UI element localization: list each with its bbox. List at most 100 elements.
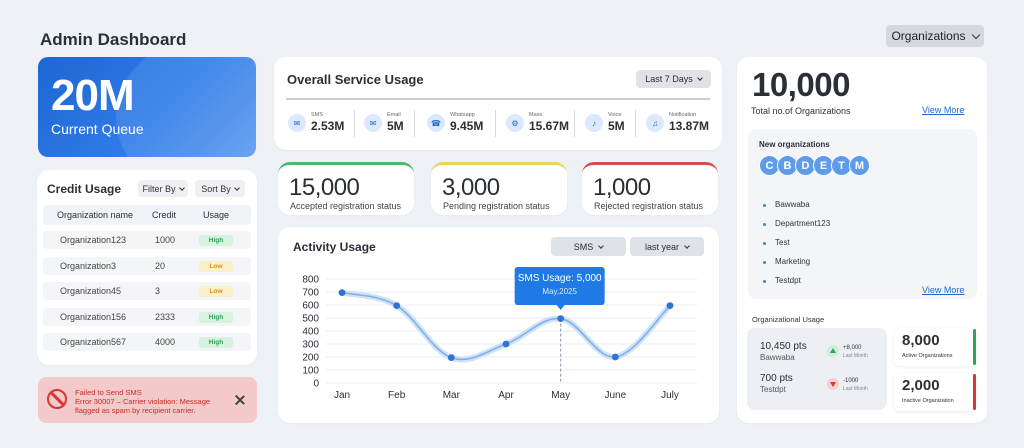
y-tick-label: 600 [302, 301, 319, 312]
service-usage-title: Overall Service Usage [287, 72, 424, 87]
bell-icon: ♫ [646, 114, 664, 132]
x-tick-label: May [551, 390, 570, 401]
usage-change: -1000 [843, 378, 859, 384]
table-row[interactable]: Organization45 3 Low [43, 282, 251, 300]
org-name: Organization123 [60, 235, 127, 245]
credit-value: 2333 [155, 312, 176, 322]
registration-label: Accepted registration status [290, 201, 402, 211]
range-label: last year [644, 241, 679, 252]
period-dropdown[interactable]: Last 7 Days [636, 70, 711, 88]
total-organizations-label: Total no.of Organizations [751, 106, 851, 116]
range-select[interactable]: last year [630, 237, 704, 256]
inactive-organizations-card: 2,000 Inactive Organization [894, 373, 976, 411]
y-tick-label: 200 [302, 353, 319, 364]
x-tick-label: Apr [498, 390, 514, 401]
y-tick-label: 500 [302, 314, 319, 325]
service-name: Voice [608, 112, 622, 118]
separator [354, 110, 355, 137]
organizations-dropdown[interactable]: Organizations [886, 25, 984, 47]
registration-value: 1,000 [593, 174, 651, 201]
data-point[interactable] [611, 353, 619, 361]
org-avatar[interactable]: C [759, 155, 780, 176]
credit-value: 4000 [155, 337, 176, 347]
filter-by-button[interactable]: Filter By [138, 180, 188, 197]
total-organizations-value: 10,000 [752, 66, 850, 103]
y-tick-label: 400 [302, 327, 319, 338]
service-name: Whatsapp [450, 112, 475, 118]
bullet-dot [763, 261, 766, 264]
sort-by-label: Sort By [201, 183, 231, 194]
list-item[interactable]: Department123 [775, 219, 831, 228]
x-tick-label: Mar [443, 390, 461, 401]
activity-line-chart: 0 100 200 300 400 500 600 700 800 Jan Feb Mar Apr May… [302, 267, 697, 401]
y-tick-label: 300 [302, 340, 319, 351]
org-name: Organization156 [60, 312, 127, 322]
usage-points: 10,450 pts [760, 341, 807, 352]
usage-badge: Low [199, 261, 233, 272]
data-point[interactable] [447, 354, 455, 362]
usage-badge: High [199, 235, 233, 246]
separator [414, 110, 415, 137]
y-tick-label: 800 [302, 275, 319, 286]
error-message-line2: flagged as spam by recipient carrier. [75, 406, 196, 415]
column-header: Usage [203, 210, 230, 220]
registration-label: Pending registration status [443, 201, 550, 211]
bullet-dot [763, 204, 766, 207]
service-name: Notification [669, 112, 697, 118]
data-point[interactable] [502, 340, 510, 348]
active-organizations-value: 8,000 [902, 332, 940, 349]
data-point[interactable] [557, 315, 565, 323]
divider [286, 98, 710, 100]
tooltip-title: SMS Usage: 5,000 [518, 273, 602, 284]
close-icon[interactable] [235, 395, 245, 405]
org-avatar[interactable]: M [849, 155, 870, 176]
column-header: Credit [152, 210, 177, 220]
separator [574, 110, 575, 137]
inactive-organizations-label: Inactive Organization [902, 398, 954, 404]
sort-by-button[interactable]: Sort By [195, 180, 245, 197]
tooltip-box [514, 267, 605, 305]
period-label: Last 7 Days [645, 74, 693, 84]
data-point[interactable] [393, 302, 401, 310]
chevron-down-icon [233, 184, 240, 191]
chevron-down-icon [971, 30, 980, 39]
current-queue-card: 20M Current Queue [38, 57, 256, 157]
credit-table-header: Organization name Credit Usage [43, 205, 251, 225]
table-row[interactable]: Organization123 1000 High [43, 231, 251, 249]
queue-label: Current Queue [51, 121, 144, 137]
data-point[interactable] [338, 289, 346, 297]
error-toast: Failed to Send SMS Error 30007 – Carrier… [38, 377, 257, 423]
registration-value: 15,000 [289, 174, 360, 201]
service-value: 9.45M [450, 119, 484, 133]
registration-value: 3,000 [442, 174, 500, 201]
separator [495, 110, 496, 137]
service-value: 5M [608, 119, 625, 133]
table-row[interactable]: Organization3 20 Low [43, 257, 251, 275]
usage-points: 700 pts [760, 373, 793, 384]
list-item[interactable]: Marketing [775, 257, 811, 266]
table-row[interactable]: Organization156 2333 High [43, 308, 251, 326]
accepted-registration-card: 15,000 Accepted registration status [278, 162, 414, 215]
data-point[interactable] [666, 302, 674, 310]
activity-usage-title: Activity Usage [293, 240, 376, 254]
usage-period: Last Month [843, 386, 868, 392]
filter-by-label: Filter By [142, 183, 176, 194]
microphone-icon: ♪ [585, 114, 603, 132]
table-row[interactable]: Organization567 4000 High [43, 333, 251, 351]
arrow-down-icon [827, 378, 839, 390]
usage-org-name: Testdpt [760, 385, 786, 394]
list-item[interactable]: Test [775, 238, 790, 247]
x-tick-label: June [604, 390, 626, 401]
arrow-up-icon [827, 345, 839, 357]
new-organizations-title: New organizations [759, 140, 830, 149]
view-more-link[interactable]: View More [922, 105, 965, 115]
credit-usage-title: Credit Usage [47, 182, 122, 196]
org-avatar[interactable]: D [795, 155, 816, 176]
list-item[interactable]: Bawwaba [775, 200, 810, 209]
list-item[interactable]: Testdpt [775, 276, 801, 285]
page-title: Admin Dashboard [40, 30, 187, 49]
view-more-link[interactable]: View More [922, 285, 965, 295]
service-value: 15.67M [529, 119, 570, 133]
usage-badge: High [199, 312, 233, 323]
channel-select[interactable]: SMS [551, 237, 626, 256]
